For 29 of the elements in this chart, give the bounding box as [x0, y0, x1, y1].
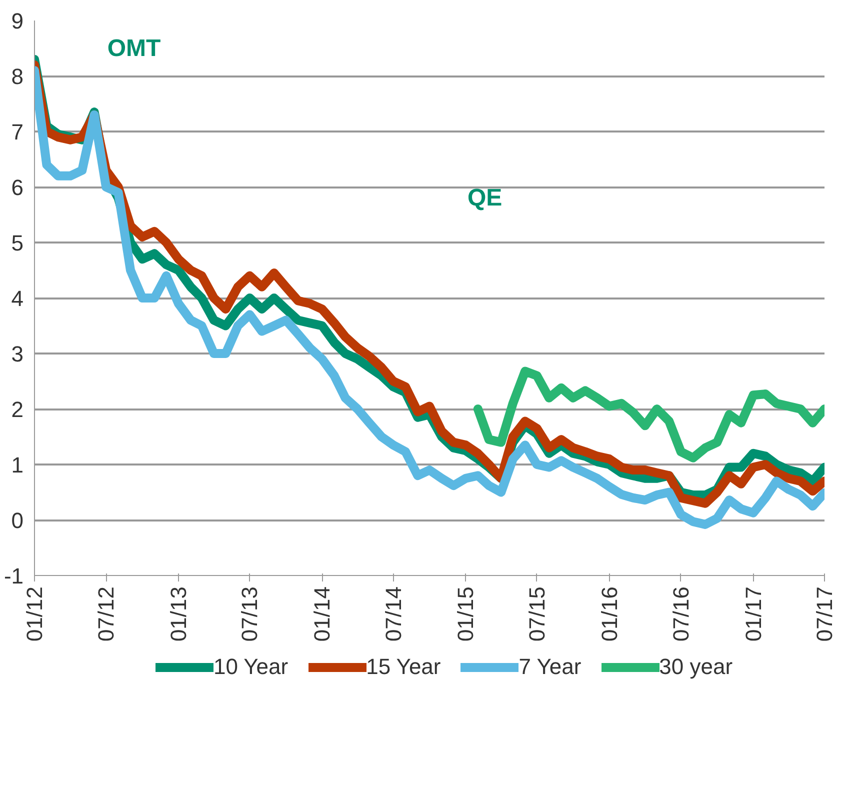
y-tick-label: 4: [11, 286, 24, 311]
y-tick-label: 8: [11, 64, 24, 89]
x-tick-label: 01/16: [596, 586, 622, 642]
y-tick-label: 6: [11, 175, 24, 200]
x-tick-label: 01/12: [22, 586, 47, 642]
legend-label: 15 Year: [366, 654, 441, 680]
x-tick-label: 01/17: [740, 586, 766, 642]
x-tick-label: 01/13: [166, 586, 191, 642]
x-tick-label: 07/14: [380, 586, 406, 642]
x-tick-label: 07/15: [524, 586, 550, 642]
x-tick-label: 01/15: [453, 586, 478, 642]
annotation: OMT: [107, 34, 162, 62]
y-tick-label: 7: [11, 120, 24, 144]
y-tick-label: 0: [11, 508, 24, 533]
y-tick-label: -1: [4, 564, 24, 588]
x-tick-label: 07/13: [237, 586, 262, 642]
legend-label: 7 Year: [518, 654, 582, 680]
annotation: QE: [467, 184, 502, 212]
y-tick-label: 2: [11, 397, 24, 422]
y-tick-label: 1: [11, 452, 24, 478]
legend-label: 10 Year: [213, 654, 288, 680]
y-tick-label: 9: [11, 8, 24, 34]
x-tick-label: 01/14: [310, 586, 335, 642]
legend-label: 30 year: [659, 654, 733, 680]
y-tick-label: 3: [11, 342, 24, 366]
x-tick-label: 07/12: [94, 586, 119, 642]
y-tick-label: 5: [11, 230, 24, 256]
x-tick-label: 07/17: [812, 586, 837, 642]
x-tick-label: 07/16: [668, 586, 694, 642]
